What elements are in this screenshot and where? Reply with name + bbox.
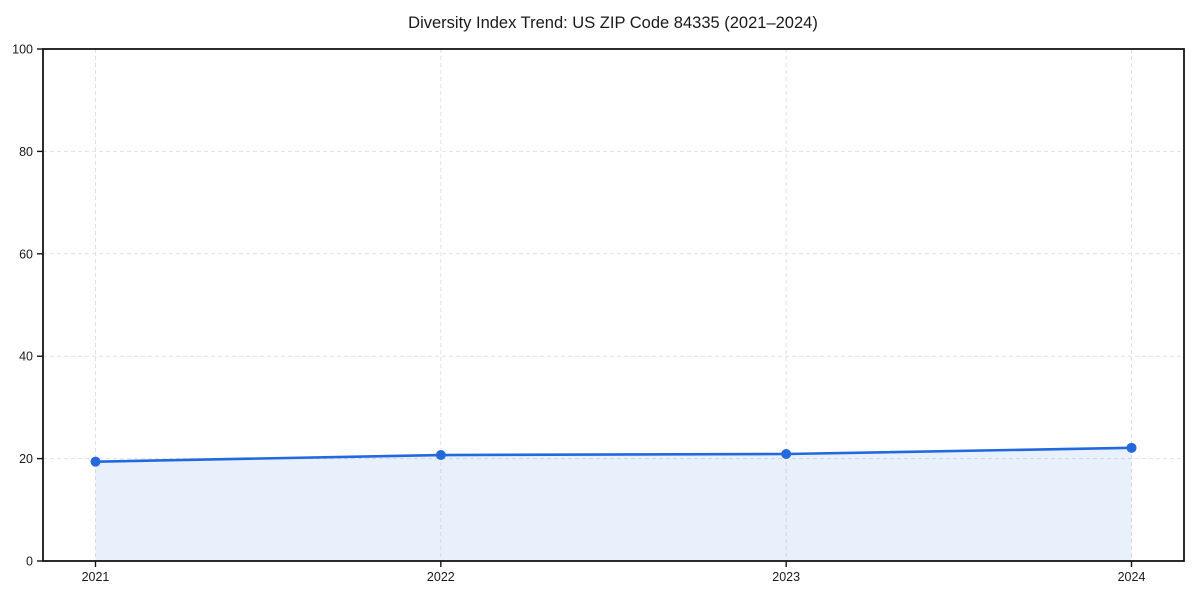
y-tick-label: 80 <box>19 145 33 159</box>
data-markers-layer <box>90 442 1137 467</box>
axis-labels-layer: 0 20 40 60 80 100 2021 2022 2023 2024 <box>12 43 1145 585</box>
x-tick-label: 2021 <box>82 570 110 584</box>
data-point-2022 <box>435 450 446 461</box>
y-tick-label: 60 <box>19 247 33 261</box>
data-point-2021 <box>90 456 101 467</box>
trend-line <box>94 446 1133 463</box>
y-tick-label: 0 <box>26 555 33 569</box>
plot-frame <box>42 48 1185 562</box>
data-point-2023 <box>781 448 792 459</box>
axis-ticks-layer <box>37 48 1133 567</box>
data-point-2024 <box>1126 442 1137 453</box>
area-fill-layer <box>95 447 1132 561</box>
x-tick-label: 2022 <box>427 570 455 584</box>
area-fill <box>95 447 1132 561</box>
x-tick-label: 2023 <box>772 570 800 584</box>
x-tick-label: 2024 <box>1118 570 1146 584</box>
y-tick-label: 20 <box>19 452 33 466</box>
y-tick-label: 100 <box>12 43 33 57</box>
plot-frame-layer <box>42 48 1185 562</box>
data-line-layer <box>94 446 1133 463</box>
chart-title: Diversity Index Trend: US ZIP Code 84335… <box>408 14 818 32</box>
y-tick-label: 40 <box>19 350 33 364</box>
